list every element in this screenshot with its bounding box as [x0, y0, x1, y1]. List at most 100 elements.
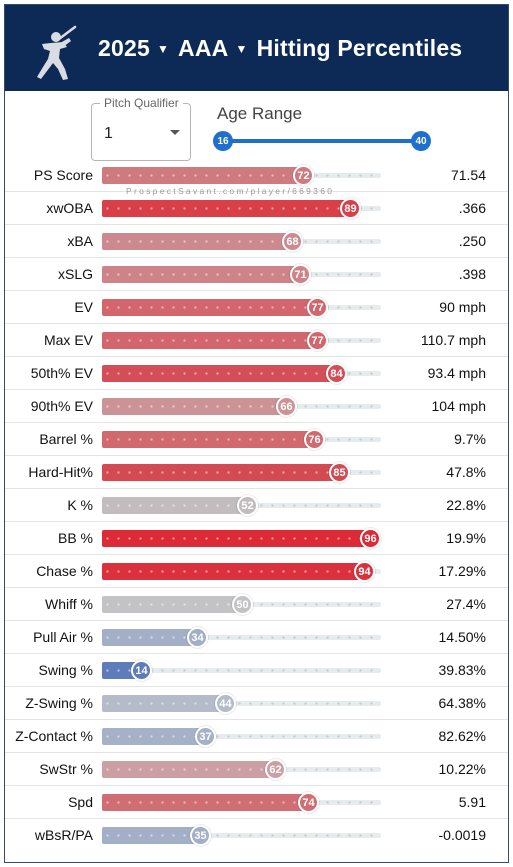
- track-dots: [102, 669, 381, 672]
- percentile-bar: [102, 596, 242, 613]
- percentile-bar: [102, 761, 275, 778]
- metric-value: 82.62%: [438, 728, 486, 744]
- metric-label: EV: [74, 299, 93, 315]
- percentile-bar: [102, 266, 300, 283]
- bar-dots: [102, 669, 141, 672]
- metric-label: Z-Contact %: [15, 728, 93, 744]
- bar-dots: [102, 240, 292, 243]
- metric-label: K %: [67, 497, 93, 513]
- percentile-badge: 94: [354, 561, 375, 582]
- bar-dots: [102, 405, 286, 408]
- pitch-qualifier-select[interactable]: Pitch Qualifier 1: [91, 96, 191, 161]
- percentile-track: [102, 668, 381, 673]
- percentile-bar: [102, 794, 308, 811]
- metric-label: BB %: [57, 530, 93, 546]
- metric-value: 39.83%: [438, 662, 486, 678]
- metric-row: SwStr % 62 10.22%: [5, 753, 508, 786]
- metric-label: xSLG: [57, 266, 93, 282]
- metric-row: Z-Swing % 44 64.38%: [5, 687, 508, 720]
- metric-label: Hard-Hit%: [28, 464, 93, 480]
- metric-value: 71.54: [450, 167, 486, 183]
- age-max-thumb[interactable]: 40: [411, 131, 431, 151]
- percentile-bar: [102, 464, 339, 481]
- metric-value: .398: [458, 266, 486, 282]
- percentile-bar: [102, 398, 286, 415]
- percentile-bar: [102, 431, 314, 448]
- percentile-badge: 44: [215, 693, 236, 714]
- percentile-bar: [102, 629, 197, 646]
- bar-dots: [102, 273, 300, 276]
- metric-value: 5.91: [458, 794, 486, 810]
- level-select[interactable]: AAA: [178, 35, 229, 61]
- bar-dots: [102, 570, 364, 573]
- title-text: Hitting Percentiles: [256, 35, 463, 61]
- year-select[interactable]: 2025: [98, 35, 150, 61]
- metric-row: Whiff % 50 27.4%: [5, 588, 508, 621]
- percentile-badge: 76: [304, 429, 325, 450]
- metric-row: 90th% EV 66 104 mph: [5, 390, 508, 423]
- metric-row: BB % 96 19.9%: [5, 522, 508, 555]
- metric-value: 22.8%: [446, 497, 486, 513]
- percentile-badge: 66: [276, 396, 297, 417]
- metric-value: .366: [458, 200, 486, 216]
- bar-dots: [102, 537, 370, 540]
- metric-row: xwOBA 89 .366: [5, 192, 508, 225]
- chevron-down-icon[interactable]: [170, 130, 180, 135]
- percentile-badge: 89: [340, 198, 361, 219]
- percentile-track: [102, 833, 381, 838]
- metric-row: Hard-Hit% 85 47.8%: [5, 456, 508, 489]
- percentile-badge: 34: [187, 627, 208, 648]
- bar-dots: [102, 438, 314, 441]
- metric-row: wBsR/PA 35 -0.0019: [5, 819, 508, 852]
- batter-logo-icon: [29, 25, 79, 83]
- metric-value: .250: [458, 233, 486, 249]
- bar-dots: [102, 768, 275, 771]
- metric-row: Pull Air % 34 14.50%: [5, 621, 508, 654]
- metric-value: 14.50%: [438, 629, 486, 645]
- percentile-bar: [102, 563, 364, 580]
- age-range-label: Age Range: [217, 104, 303, 123]
- metric-value: 90 mph: [439, 299, 486, 315]
- metric-label: Z-Swing %: [25, 695, 93, 711]
- percentile-badge: 71: [290, 264, 311, 285]
- year-chevron-down-icon[interactable]: ▼: [156, 42, 170, 56]
- metric-label: Barrel %: [39, 431, 93, 447]
- age-min-thumb[interactable]: 16: [213, 131, 233, 151]
- bar-dots: [102, 834, 200, 837]
- metric-label: 50th% EV: [30, 365, 93, 381]
- level-chevron-down-icon[interactable]: ▼: [235, 42, 248, 56]
- metric-value: 110.7 mph: [420, 332, 486, 348]
- age-range-track[interactable]: [223, 139, 422, 143]
- metric-label: Chase %: [36, 563, 93, 579]
- track-dots: [102, 834, 381, 837]
- track-dots: [102, 702, 381, 705]
- metric-row: Z-Contact % 37 82.62%: [5, 720, 508, 753]
- percentile-badge: 74: [298, 792, 319, 813]
- pitch-qualifier-label: Pitch Qualifier: [100, 96, 183, 110]
- metric-row: Spd 74 5.91: [5, 786, 508, 819]
- percentile-bar: [102, 233, 292, 250]
- percentile-badge: 14: [131, 660, 152, 681]
- metric-row: Chase % 94 17.29%: [5, 555, 508, 588]
- percentile-badge: 96: [360, 528, 381, 549]
- bar-dots: [102, 735, 205, 738]
- metric-row: EV 77 90 mph: [5, 291, 508, 324]
- metric-label: xwOBA: [46, 200, 93, 216]
- metric-value: 19.9%: [446, 530, 486, 546]
- metric-row: 50th% EV 84 93.4 mph: [5, 357, 508, 390]
- bar-dots: [102, 306, 317, 309]
- metric-label: wBsR/PA: [34, 827, 93, 843]
- metric-row: PS Score 72 71.54: [5, 159, 508, 192]
- metric-label: Max EV: [43, 332, 93, 348]
- metric-value: 104 mph: [431, 398, 486, 414]
- percentile-bar: [102, 497, 247, 514]
- percentile-badge: 50: [232, 594, 253, 615]
- watermark: ProspectSavant.com/player/669360: [126, 186, 335, 196]
- metric-label: Whiff %: [45, 596, 93, 612]
- bar-dots: [102, 471, 339, 474]
- percentile-badge: 52: [237, 495, 258, 516]
- percentile-bar: [102, 728, 205, 745]
- metric-row: Swing % 14 39.83%: [5, 654, 508, 687]
- percentile-bar: [102, 200, 350, 217]
- track-dots: [102, 636, 381, 639]
